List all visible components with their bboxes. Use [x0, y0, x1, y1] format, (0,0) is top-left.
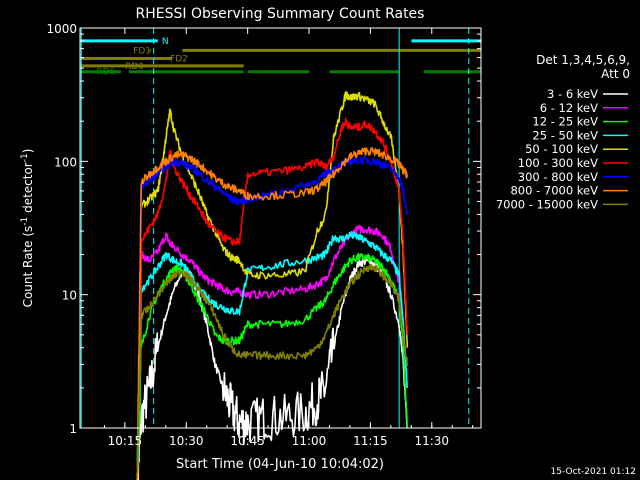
y-axis-label: Count Rate (s-1 detector-1): [20, 149, 35, 308]
chart-title: RHESSI Observing Summary Count Rates: [136, 6, 425, 22]
plot-frame: [79, 27, 482, 429]
x-tick-label: 11:30: [414, 434, 449, 448]
y-tick-label: 1: [69, 422, 77, 436]
legend-label: 12 - 25 keV: [532, 115, 598, 129]
legend-label: 100 - 300 keV: [518, 156, 598, 170]
series-line: [136, 91, 409, 480]
legend-label: 6 - 12 keV: [540, 101, 598, 115]
series-line: [136, 263, 409, 474]
series-line: [136, 231, 409, 468]
x-tick-label: 10:30: [169, 434, 204, 448]
x-tick-label: 10:15: [108, 434, 143, 448]
series-layer: [136, 91, 409, 480]
flag-label-rd0: RD0: [125, 62, 144, 72]
x-tick-label: 11:15: [353, 434, 388, 448]
flag-bars: N FD1 FD2 RD0 RD6: [80, 37, 481, 78]
y-tick-label: 100: [54, 155, 77, 169]
series-line: [136, 147, 409, 479]
legend-header-line1: Det 1,3,4,5,6,9,: [536, 53, 630, 67]
legend-label: 3 - 6 keV: [547, 87, 598, 101]
x-axis: 10:15 10:30 10:45 11:00 11:15 11:30: [103, 28, 474, 448]
flag-label-fd1: FD1: [133, 46, 151, 56]
flag-label-n: N: [162, 37, 169, 47]
legend-label: 7000 - 15000 keV: [496, 197, 598, 211]
y-axis: 1 10 100 1000: [46, 22, 481, 436]
legend-header-line2: Att 0: [601, 67, 630, 81]
series-line: [136, 252, 409, 480]
x-tick-label: 10:45: [230, 434, 265, 448]
legend-label: 50 - 100 keV: [525, 142, 598, 156]
x-axis-label: Start Time (04-Jun-10 10:04:02): [176, 457, 384, 472]
timestamp: 15-Oct-2021 01:12: [551, 467, 636, 477]
legend-label: 800 - 7000 keV: [510, 184, 598, 198]
vertical-markers: [80, 28, 470, 428]
legend-label: 300 - 800 keV: [518, 170, 598, 184]
flag-label-rd6: RD6: [96, 68, 115, 78]
series-line: [136, 225, 409, 480]
y-tick-label: 10: [62, 289, 77, 303]
x-tick-label: 11:00: [292, 434, 327, 448]
flag-label-fd2: FD2: [170, 55, 188, 65]
y-tick-label: 1000: [46, 22, 77, 36]
legend-label: 25 - 50 keV: [532, 128, 598, 142]
